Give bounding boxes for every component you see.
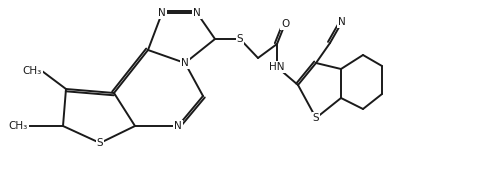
Text: N: N bbox=[158, 8, 166, 18]
Text: S: S bbox=[313, 113, 319, 123]
Text: N: N bbox=[181, 58, 189, 68]
Text: CH₃: CH₃ bbox=[23, 66, 42, 76]
Text: HN: HN bbox=[269, 62, 285, 72]
Text: O: O bbox=[281, 19, 289, 29]
Text: CH₃: CH₃ bbox=[9, 121, 28, 131]
Text: N: N bbox=[338, 17, 346, 27]
Text: S: S bbox=[97, 138, 103, 148]
Text: N: N bbox=[193, 8, 201, 18]
Text: S: S bbox=[237, 34, 243, 44]
Text: N: N bbox=[174, 121, 182, 131]
